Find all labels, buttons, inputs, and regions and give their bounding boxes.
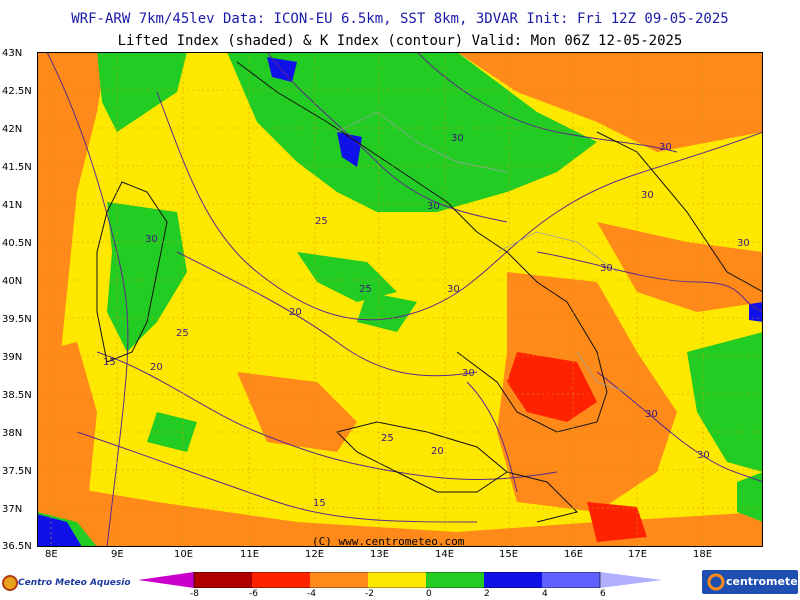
lon-label: 15E xyxy=(499,549,519,560)
k-label: 30 xyxy=(737,238,750,249)
title-line-2: Lifted Index (shaded) & K Index (contour… xyxy=(117,33,683,49)
k-label: 30 xyxy=(145,234,158,245)
lat-label: 39.5N xyxy=(2,314,32,325)
lat-label: 42.5N xyxy=(2,86,32,97)
lon-label: 14E xyxy=(435,549,455,560)
lat-label: 42N xyxy=(2,124,23,135)
shade-red-patch xyxy=(587,502,647,542)
k-label: 20 xyxy=(150,362,163,373)
lon-label: 10E xyxy=(174,549,194,560)
k-label: 30 xyxy=(697,450,710,461)
k-label: 30 xyxy=(659,142,672,153)
colorbar-swatch xyxy=(542,572,600,588)
k-label: 25 xyxy=(381,433,394,444)
colorbar-label: -2 xyxy=(365,589,374,599)
contour-labels: 30 30 30 30 30 30 30 30 30 30 30 25 25 2… xyxy=(103,133,750,509)
lon-label: 8E xyxy=(45,549,58,560)
colorbar-swatch xyxy=(484,572,542,588)
k-label: 20 xyxy=(431,446,444,457)
graticule xyxy=(37,52,763,547)
shade-blue-sw xyxy=(37,514,82,547)
k-label: 30 xyxy=(462,368,475,379)
shade-orange-east xyxy=(597,222,763,312)
k-label: 30 xyxy=(427,201,440,212)
colorbar-label: 6 xyxy=(600,589,606,599)
centrometeo-logo xyxy=(702,570,798,594)
colorbar-swatch xyxy=(194,572,252,588)
coastlines xyxy=(96,61,763,523)
lat-label: 39N xyxy=(2,352,23,363)
logo-left-text: Centro Meteo Aquesio xyxy=(18,578,131,588)
lon-label: 18E xyxy=(693,549,713,560)
colorbar-arrow-right xyxy=(600,572,662,588)
lat-label: 40N xyxy=(2,276,23,287)
lat-label: 38.5N xyxy=(2,390,32,401)
lon-label: 9E xyxy=(111,549,124,560)
map-frame xyxy=(37,52,763,547)
k-index-contours xyxy=(46,52,763,547)
lat-label: 38N xyxy=(2,428,23,439)
title-line-1: WRF-ARW 7km/45lev Data: ICON-EU 6.5km, S… xyxy=(71,11,729,27)
lat-label: 43N xyxy=(2,48,23,59)
colorbar-label: -4 xyxy=(307,589,316,599)
colorbar-label: 0 xyxy=(426,589,432,599)
lat-label: 37.5N xyxy=(2,466,32,477)
colorbar-swatch xyxy=(252,572,310,588)
shade-green-center xyxy=(297,252,397,302)
colorbar-label: -8 xyxy=(190,589,199,599)
credit-text: (C) www.centrometeo.com xyxy=(312,535,465,548)
colorbar-arrow-left xyxy=(138,572,194,588)
k-label: 25 xyxy=(176,328,189,339)
shade-orange-west xyxy=(37,52,107,412)
k-label: 25 xyxy=(359,284,372,295)
colorbar-label: -6 xyxy=(249,589,258,599)
k-label: 30 xyxy=(600,263,613,274)
lon-label: 11E xyxy=(240,549,260,560)
lon-label: 12E xyxy=(305,549,325,560)
logo-right-text: centrometeo xyxy=(726,575,800,588)
shade-green-northwest xyxy=(97,52,187,132)
lon-label: 16E xyxy=(564,549,584,560)
shade-green-east xyxy=(687,332,763,472)
centro-meteo-aquesio-logo xyxy=(2,575,18,591)
shade-orange-sw xyxy=(37,482,763,547)
lat-label: 41.5N xyxy=(2,162,32,173)
k-label: 30 xyxy=(451,133,464,144)
k-label: 15 xyxy=(103,357,116,368)
lat-label: 41N xyxy=(2,200,23,211)
k-label: 20 xyxy=(289,307,302,318)
shade-blue-north xyxy=(267,57,297,82)
shade-red-core xyxy=(507,352,597,422)
k-label: 30 xyxy=(645,409,658,420)
colorbar-swatch xyxy=(310,572,368,588)
lat-label: 37N xyxy=(2,504,23,515)
shade-orange-ne xyxy=(457,52,763,152)
lifted-index-map: 30 30 30 30 30 30 30 30 30 30 30 25 25 2… xyxy=(37,52,763,547)
centrometeo-logo-icon xyxy=(707,573,725,591)
colorbar-swatch xyxy=(368,572,426,588)
lon-label: 13E xyxy=(370,549,390,560)
shade-green-north xyxy=(227,52,597,212)
colorbar-label: 4 xyxy=(542,589,548,599)
lat-label: 40.5N xyxy=(2,238,32,249)
lon-label: 17E xyxy=(628,549,648,560)
colorbar-swatch xyxy=(426,572,484,588)
k-label: 25 xyxy=(315,216,328,227)
shade-green-southeast xyxy=(737,472,763,522)
k-label: 15 xyxy=(313,498,326,509)
colorbar xyxy=(138,572,662,588)
shade-green-center2 xyxy=(357,292,417,332)
colorbar-label: 2 xyxy=(484,589,490,599)
lat-label: 36.5N xyxy=(2,541,32,552)
k-label: 30 xyxy=(641,190,654,201)
k-label: 30 xyxy=(447,284,460,295)
